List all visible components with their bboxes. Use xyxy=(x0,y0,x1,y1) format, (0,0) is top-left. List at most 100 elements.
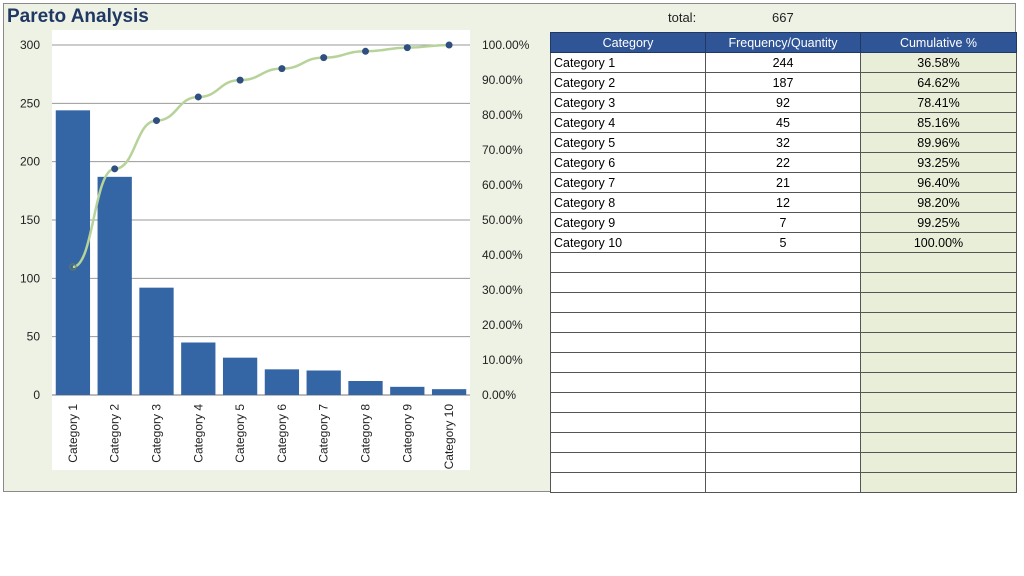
cell-cumulative[interactable]: 99.25% xyxy=(860,212,1017,233)
cell-cumulative[interactable]: 100.00% xyxy=(860,232,1017,253)
cell-cumulative[interactable]: 96.40% xyxy=(860,172,1017,193)
table-cell-empty[interactable] xyxy=(550,352,706,373)
cell-frequency[interactable]: 244 xyxy=(705,52,861,73)
cell-cumulative[interactable]: 85.16% xyxy=(860,112,1017,133)
cell-category[interactable]: Category 5 xyxy=(550,132,706,153)
table-row[interactable]: Category 7 21 96.40% xyxy=(550,172,1017,193)
bar[interactable] xyxy=(222,357,258,395)
cell-category[interactable]: Category 1 xyxy=(550,52,706,73)
table-cell-empty[interactable] xyxy=(705,292,861,313)
cell-frequency[interactable]: 187 xyxy=(705,72,861,93)
table-cell-empty[interactable] xyxy=(860,332,1017,353)
cell-frequency[interactable]: 7 xyxy=(705,212,861,233)
cell-category[interactable]: Category 8 xyxy=(550,192,706,213)
table-cell-empty[interactable] xyxy=(550,472,706,493)
cell-frequency[interactable]: 21 xyxy=(705,172,861,193)
table-row-empty[interactable] xyxy=(550,372,1017,393)
table-cell-empty[interactable] xyxy=(705,452,861,473)
table-cell-empty[interactable] xyxy=(550,392,706,413)
table-cell-empty[interactable] xyxy=(705,252,861,273)
table-cell-empty[interactable] xyxy=(860,252,1017,273)
table-cell-empty[interactable] xyxy=(705,472,861,493)
cell-category[interactable]: Category 4 xyxy=(550,112,706,133)
bar[interactable] xyxy=(264,369,300,395)
cell-category[interactable]: Category 7 xyxy=(550,172,706,193)
table-cell-empty[interactable] xyxy=(550,432,706,453)
table-row-empty[interactable] xyxy=(550,312,1017,333)
table-row-empty[interactable] xyxy=(550,292,1017,313)
table-cell-empty[interactable] xyxy=(705,412,861,433)
table-cell-empty[interactable] xyxy=(705,352,861,373)
table-row[interactable]: Category 9 7 99.25% xyxy=(550,212,1017,233)
table-cell-empty[interactable] xyxy=(550,292,706,313)
cell-category[interactable]: Category 6 xyxy=(550,152,706,173)
table-cell-empty[interactable] xyxy=(860,272,1017,293)
table-cell-empty[interactable] xyxy=(705,392,861,413)
line-point[interactable] xyxy=(278,65,286,73)
table-cell-empty[interactable] xyxy=(705,432,861,453)
table-row-empty[interactable] xyxy=(550,392,1017,413)
cell-frequency[interactable]: 45 xyxy=(705,112,861,133)
bar[interactable] xyxy=(431,389,467,395)
cell-frequency[interactable]: 22 xyxy=(705,152,861,173)
line-point[interactable] xyxy=(403,44,411,52)
table-row[interactable]: Category 3 92 78.41% xyxy=(550,92,1017,113)
table-row[interactable]: Category 1 244 36.58% xyxy=(550,52,1017,73)
table-cell-empty[interactable] xyxy=(550,272,706,293)
table-row-empty[interactable] xyxy=(550,452,1017,473)
bar[interactable] xyxy=(181,342,216,396)
line-point[interactable] xyxy=(69,263,77,271)
line-point[interactable] xyxy=(362,47,369,55)
table-cell-empty[interactable] xyxy=(705,332,861,353)
bar[interactable] xyxy=(139,287,174,395)
table-cell-empty[interactable] xyxy=(860,392,1017,413)
table-cell-empty[interactable] xyxy=(550,252,706,273)
cell-cumulative[interactable]: 78.41% xyxy=(860,92,1017,113)
cell-cumulative[interactable]: 36.58% xyxy=(860,52,1017,73)
table-row-empty[interactable] xyxy=(550,432,1017,453)
table-cell-empty[interactable] xyxy=(550,452,706,473)
cell-category[interactable]: Category 10 xyxy=(550,232,706,253)
line-point[interactable] xyxy=(320,54,328,62)
table-row-empty[interactable] xyxy=(550,272,1017,293)
table-cell-empty[interactable] xyxy=(705,372,861,393)
table-cell-empty[interactable] xyxy=(860,452,1017,473)
table-cell-empty[interactable] xyxy=(860,432,1017,453)
table-cell-empty[interactable] xyxy=(860,312,1017,333)
table-row[interactable]: Category 4 45 85.16% xyxy=(550,112,1017,133)
cell-frequency[interactable]: 92 xyxy=(705,92,861,113)
bar[interactable] xyxy=(97,176,132,395)
line-point[interactable] xyxy=(445,41,453,49)
table-cell-empty[interactable] xyxy=(860,372,1017,393)
line-point[interactable] xyxy=(153,117,160,125)
cell-category[interactable]: Category 3 xyxy=(550,92,706,113)
line-point[interactable] xyxy=(194,93,202,101)
table-row[interactable]: Category 5 32 89.96% xyxy=(550,132,1017,153)
table-cell-empty[interactable] xyxy=(550,332,706,353)
table-row-empty[interactable] xyxy=(550,412,1017,433)
table-cell-empty[interactable] xyxy=(550,412,706,433)
table-cell-empty[interactable] xyxy=(550,312,706,333)
table-row[interactable]: Category 6 22 93.25% xyxy=(550,152,1017,173)
bar[interactable] xyxy=(348,381,383,395)
table-cell-empty[interactable] xyxy=(860,472,1017,493)
cell-cumulative[interactable]: 64.62% xyxy=(860,72,1017,93)
table-row-empty[interactable] xyxy=(550,472,1017,493)
table-cell-empty[interactable] xyxy=(860,412,1017,433)
cell-frequency[interactable]: 12 xyxy=(705,192,861,213)
cell-cumulative[interactable]: 98.20% xyxy=(860,192,1017,213)
table-row[interactable]: Category 2 187 64.62% xyxy=(550,72,1017,93)
table-cell-empty[interactable] xyxy=(550,372,706,393)
cell-frequency[interactable]: 32 xyxy=(705,132,861,153)
table-cell-empty[interactable] xyxy=(705,312,861,333)
table-cell-empty[interactable] xyxy=(705,272,861,293)
table-row-empty[interactable] xyxy=(550,332,1017,353)
cell-cumulative[interactable]: 89.96% xyxy=(860,132,1017,153)
bar[interactable] xyxy=(390,386,425,395)
table-row[interactable]: Category 10 5 100.00% xyxy=(550,232,1017,253)
bar[interactable] xyxy=(306,370,341,396)
line-point[interactable] xyxy=(111,165,119,173)
cell-frequency[interactable]: 5 xyxy=(705,232,861,253)
table-row-empty[interactable] xyxy=(550,352,1017,373)
cell-cumulative[interactable]: 93.25% xyxy=(860,152,1017,173)
